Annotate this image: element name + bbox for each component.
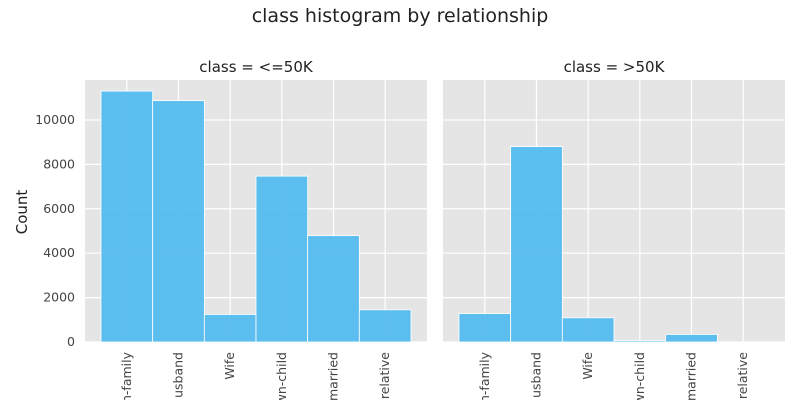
panel-background xyxy=(443,80,785,342)
y-axis-label: Count xyxy=(13,190,31,235)
x-tick-label: usband xyxy=(529,352,544,398)
x-tick-label: relative xyxy=(377,352,392,399)
y-tick-label: 0 xyxy=(67,334,75,349)
bar-wife xyxy=(561,317,615,343)
y-tick-label: 2000 xyxy=(43,290,75,305)
bar-own-child xyxy=(613,340,667,343)
panel-title: class = >50K xyxy=(564,58,666,76)
bar-unmarried xyxy=(307,235,360,343)
bar-other-relative xyxy=(358,309,412,343)
bar-own-child xyxy=(255,175,309,343)
bar-husband xyxy=(152,100,205,343)
x-tick-label: wn-child xyxy=(632,352,647,400)
figure-title: class histogram by relationship xyxy=(252,5,549,27)
y-tick-label: 10000 xyxy=(35,112,75,127)
bar-not-in-family xyxy=(458,313,512,343)
bar-husband xyxy=(510,146,563,343)
bar-not-in-family xyxy=(100,90,154,343)
bar-unmarried xyxy=(665,334,718,343)
x-tick-label: n-family xyxy=(477,351,492,400)
panel-title: class = <=50K xyxy=(199,58,314,76)
y-tick-label: 6000 xyxy=(43,201,75,216)
x-tick-label: relative xyxy=(735,352,750,399)
x-tick-label: Wife xyxy=(580,352,595,380)
x-tick-label: wn-child xyxy=(274,352,289,400)
y-tick-label: 8000 xyxy=(43,156,75,171)
x-tick-label: n-family xyxy=(119,351,134,400)
x-tick-label: usband xyxy=(171,352,186,398)
x-tick-label: married xyxy=(684,352,699,400)
y-tick-label: 4000 xyxy=(43,245,75,260)
x-tick-label: Wife xyxy=(222,352,237,380)
panel-le-50k: 0 2000 4000 6000 8000 10000 n-family usband Wife… xyxy=(35,58,427,400)
x-tick-label: married xyxy=(326,352,341,400)
panel-gt-50k: n-family usband Wife wn-child married relativ… xyxy=(443,58,785,400)
bar-wife xyxy=(203,314,257,343)
